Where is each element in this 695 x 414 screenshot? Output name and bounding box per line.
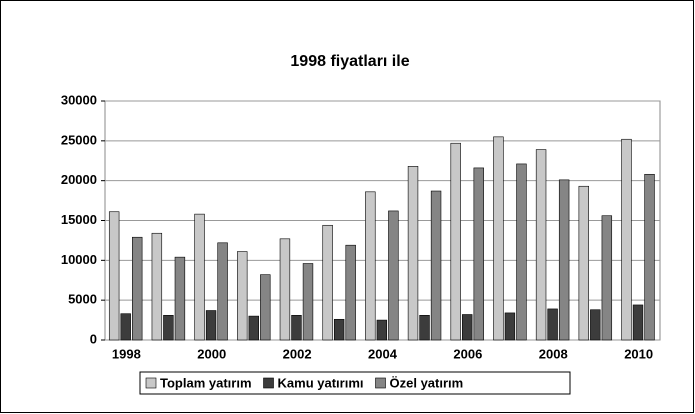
bar	[493, 136, 504, 341]
x-tick-label: 1998	[112, 346, 141, 361]
bar	[151, 232, 163, 341]
bar	[260, 274, 271, 341]
x-tick-label: 2006	[453, 346, 482, 361]
y-tick-label: 30000	[61, 92, 97, 107]
bar	[558, 179, 570, 341]
legend-label: Özel yatırım	[390, 375, 464, 390]
bar	[632, 304, 644, 341]
bar	[302, 263, 314, 341]
bar	[590, 309, 601, 341]
y-tick-label: 25000	[61, 132, 97, 147]
bar	[205, 310, 217, 341]
bar	[419, 315, 430, 341]
legend-swatch	[263, 377, 274, 389]
bar	[578, 185, 589, 341]
x-tick-label: 2008	[539, 346, 568, 361]
bar	[322, 224, 333, 341]
bar	[516, 163, 527, 341]
bar	[430, 190, 442, 341]
bar	[473, 167, 484, 341]
bar	[365, 191, 376, 341]
bar	[504, 312, 516, 341]
bar	[163, 315, 174, 341]
bar	[547, 308, 558, 341]
x-tick-label: 2004	[368, 346, 398, 361]
bar	[462, 314, 473, 341]
bar	[333, 318, 345, 341]
legend	[139, 371, 571, 395]
legend-swatch	[375, 377, 386, 389]
bar	[248, 315, 259, 341]
x-tick-label: 2000	[197, 346, 226, 361]
bar	[194, 213, 205, 341]
bar	[174, 256, 186, 341]
legend-label: Kamu yatırımı	[278, 375, 364, 390]
legend-label: Toplam yatırım	[160, 375, 252, 390]
y-tick-label: 20000	[61, 172, 97, 187]
bar	[376, 319, 388, 341]
bar	[108, 211, 120, 341]
x-tick-label: 2002	[283, 346, 312, 361]
bar	[407, 166, 419, 341]
bar	[291, 315, 302, 341]
bar	[450, 142, 461, 341]
bar	[644, 173, 655, 341]
y-tick-label: 0	[90, 331, 97, 346]
bar	[237, 251, 248, 341]
bar	[132, 236, 143, 341]
bar	[535, 149, 547, 341]
bar	[217, 242, 228, 341]
y-tick-label: 15000	[61, 212, 97, 227]
bar	[601, 215, 613, 341]
bar	[388, 210, 399, 341]
y-tick-label: 5000	[68, 292, 97, 307]
bar	[279, 238, 291, 341]
y-tick-label: 10000	[61, 252, 97, 267]
bar	[621, 138, 632, 341]
legend-swatch	[145, 377, 157, 389]
x-tick-label: 2010	[624, 346, 653, 361]
bar	[345, 244, 356, 341]
chart-title: 1998 fiyatları ile	[290, 53, 409, 70]
bar	[120, 313, 131, 341]
